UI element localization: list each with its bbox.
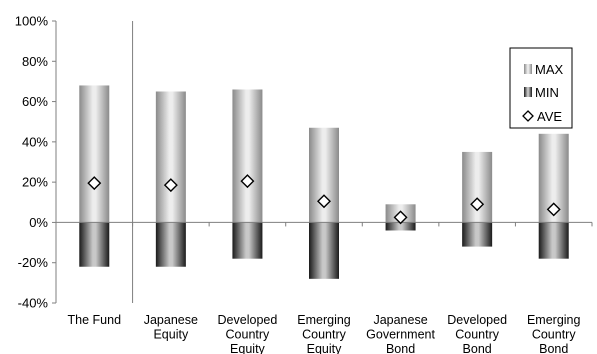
category-label-line: Country: [226, 328, 271, 342]
y-tick-label: 40%: [22, 134, 48, 149]
legend-label-ave: AVE: [537, 109, 562, 124]
category-label-line: Country: [532, 328, 577, 342]
category-label-line: Emerging: [297, 313, 351, 327]
category-label-line: Equity: [230, 342, 265, 354]
y-tick-label: 0%: [29, 215, 48, 230]
bar-max: [79, 85, 110, 223]
category-label-line: Developed: [218, 313, 278, 327]
y-tick-label: 60%: [22, 94, 48, 109]
ave-marker: [546, 202, 561, 217]
category-label: Emerging Country Bond: [527, 313, 581, 354]
ave-marker: [240, 174, 255, 189]
bar-min: [155, 222, 186, 267]
category-label-line: Bond: [463, 342, 492, 354]
category-label-line: Emerging: [527, 313, 581, 327]
legend: MAX MIN AVE: [509, 47, 573, 129]
bar-min: [79, 222, 110, 267]
ave-marker: [163, 178, 178, 193]
legend-swatch-min: [524, 87, 532, 97]
bar-max: [462, 151, 493, 223]
category-label: Developed Country Equity: [218, 313, 278, 354]
category-label-line: Equity: [307, 342, 342, 354]
ave-marker: [87, 176, 102, 191]
bar-min: [462, 222, 493, 247]
legend-marker-ave: [522, 110, 534, 122]
category-label-line: Government: [366, 328, 435, 342]
category-label: Developed Country Bond: [447, 313, 507, 354]
category-label-line: Bond: [386, 342, 415, 354]
bar-max: [232, 89, 263, 223]
y-tick-label: -20%: [18, 255, 49, 270]
legend-swatch-max: [524, 64, 532, 74]
legend-label-min: MIN: [535, 85, 559, 100]
category-label: Japanese Equity: [144, 313, 198, 342]
plot-area: [56, 21, 593, 303]
y-axis: -40% -20% 0% 20% 40% 60% 80% 100%: [15, 14, 57, 311]
legend-box: [509, 47, 573, 129]
category-label-line: Country: [302, 328, 347, 342]
category-label-line: Bond: [539, 342, 568, 354]
ave-marker: [470, 197, 485, 212]
category-label: Emerging Country Equity: [297, 313, 351, 354]
bar-min: [385, 222, 416, 231]
y-tick-label: 100%: [15, 14, 49, 29]
category-label-line: Equity: [153, 328, 188, 342]
bar-min: [538, 222, 569, 259]
category-label-line: The Fund: [68, 313, 122, 327]
y-tick-label: 80%: [22, 54, 48, 69]
y-tick-label: 20%: [22, 175, 48, 190]
legend-label-max: MAX: [535, 62, 564, 77]
category-label-line: Japanese: [144, 313, 198, 327]
y-tick-label: -40%: [18, 296, 49, 311]
category-label-line: Country: [455, 328, 500, 342]
category-label: Japanese Government Bond: [366, 313, 435, 354]
category-label-line: Developed: [447, 313, 507, 327]
bar-max: [155, 91, 186, 223]
category-label-line: Japanese: [373, 313, 427, 327]
ave-marker: [393, 210, 408, 225]
bar-min: [232, 222, 263, 259]
ave-marker: [317, 194, 331, 209]
category-label: The Fund: [68, 313, 122, 327]
bar-min: [309, 222, 339, 279]
